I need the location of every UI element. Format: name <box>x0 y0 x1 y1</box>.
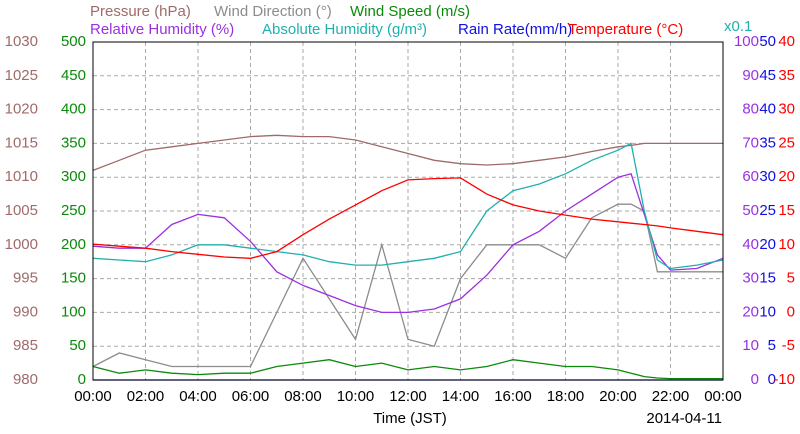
series-line <box>92 359 723 380</box>
y-tick-label: 1005 <box>5 202 38 219</box>
y-tick-label: 70 <box>742 134 759 151</box>
y-tick-label: 1025 <box>5 67 38 84</box>
y-tick-label: 30 <box>742 270 759 287</box>
x-tick-label: 14:00 <box>442 388 480 405</box>
y-tick-label: 10 <box>742 337 759 354</box>
y-tick-label: 10 <box>778 236 795 253</box>
series-line <box>92 203 723 368</box>
legend-entry: Wind Speed (m/s) <box>350 3 470 20</box>
y-tick-label: 40 <box>759 101 776 118</box>
x-tick-label: 08:00 <box>284 388 322 405</box>
y-tick-label: 995 <box>13 270 38 287</box>
y-tick-label: 0 <box>751 371 759 388</box>
y-tick-label: 100 <box>734 33 759 50</box>
y-tick-label: 20 <box>778 168 795 185</box>
series-line <box>92 142 724 270</box>
legend-entry: Absolute Humidity (g/m³) <box>262 21 427 38</box>
y-tick-label: 450 <box>61 67 86 84</box>
y-tick-label: 1015 <box>5 134 38 151</box>
legend-entry: Pressure (hPa) <box>90 3 191 20</box>
y-tick-label: 150 <box>61 270 86 287</box>
y-tick-label: 20 <box>759 236 776 253</box>
x-tick-label: 12:00 <box>389 388 427 405</box>
x-tick-label: 22:00 <box>652 388 690 405</box>
y-tick-label: -10 <box>773 371 795 388</box>
y-tick-label: 100 <box>61 303 86 320</box>
x-tick-label: 00:00 <box>74 388 112 405</box>
y-tick-label: 80 <box>742 101 759 118</box>
y-tick-label: 1020 <box>5 101 38 118</box>
series-line <box>92 173 724 314</box>
y-tick-label: 1000 <box>5 236 38 253</box>
y-tick-label: 250 <box>61 202 86 219</box>
y-tick-label: -5 <box>782 337 795 354</box>
x-tick-label: 18:00 <box>547 388 585 405</box>
y-tick-label: 990 <box>13 303 38 320</box>
x-tick-label: 04:00 <box>179 388 217 405</box>
y-tick-label: 10 <box>759 303 776 320</box>
legend-entry: Rain Rate(mm/h) <box>458 21 572 38</box>
y-tick-label: 25 <box>778 134 795 151</box>
x-axis-label: Time (JST) <box>373 410 447 427</box>
x-tick-label: 06:00 <box>232 388 270 405</box>
y-tick-label: 35 <box>778 67 795 84</box>
y-tick-label: 30 <box>759 168 776 185</box>
y-tick-label: 30 <box>778 101 795 118</box>
y-tick-label: 5 <box>787 270 795 287</box>
y-tick-label: 980 <box>13 371 38 388</box>
y-tick-label: 15 <box>778 202 795 219</box>
y-tick-label: 0 <box>768 371 776 388</box>
y-tick-label: 300 <box>61 168 86 185</box>
legend-entry: Wind Direction (°) <box>214 3 332 20</box>
y-tick-label: 400 <box>61 101 86 118</box>
y-tick-label: 500 <box>61 33 86 50</box>
y-tick-label: 5 <box>768 337 776 354</box>
y-tick-label: 35 <box>759 134 776 151</box>
y-tick-label: 40 <box>778 33 795 50</box>
y-tick-label: 60 <box>742 168 759 185</box>
y-tick-label: 350 <box>61 134 86 151</box>
legend-entry: Temperature (°C) <box>568 21 683 38</box>
y-tick-label: 200 <box>61 236 86 253</box>
legend-entry: Relative Humidity (%) <box>90 21 234 38</box>
x-tick-label: 10:00 <box>337 388 375 405</box>
scale-note: x0.1 <box>724 18 752 35</box>
series-line <box>92 177 724 259</box>
date-label: 2014-04-11 <box>646 410 722 427</box>
y-tick-label: 20 <box>742 303 759 320</box>
x-tick-label: 16:00 <box>494 388 532 405</box>
series-line <box>92 134 723 172</box>
y-tick-label: 40 <box>742 236 759 253</box>
y-tick-label: 50 <box>69 337 86 354</box>
y-tick-label: 0 <box>787 303 795 320</box>
x-tick-label: 00:00 <box>704 388 742 405</box>
x-tick-label: 20:00 <box>599 388 637 405</box>
y-tick-label: 985 <box>13 337 38 354</box>
y-tick-label: 45 <box>759 67 776 84</box>
x-tick-label: 02:00 <box>127 388 165 405</box>
plot-frame <box>92 41 724 381</box>
y-tick-label: 0 <box>78 371 86 388</box>
y-tick-label: 50 <box>742 202 759 219</box>
y-tick-label: 90 <box>742 67 759 84</box>
y-tick-label: 25 <box>759 202 776 219</box>
y-tick-label: 50 <box>759 33 776 50</box>
y-tick-label: 15 <box>759 270 776 287</box>
y-tick-label: 1010 <box>5 168 38 185</box>
y-tick-label: 1030 <box>5 33 38 50</box>
